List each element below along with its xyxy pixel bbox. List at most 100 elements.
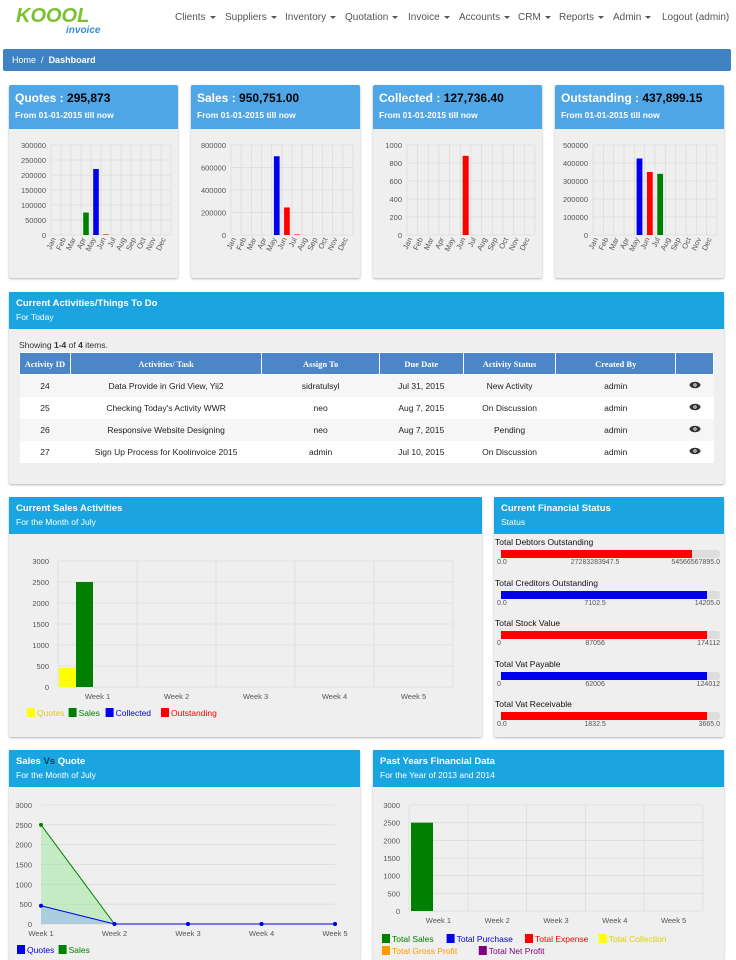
breadcrumb-separator: / bbox=[41, 55, 44, 65]
cell-due: Jul 10, 2015 bbox=[379, 440, 464, 463]
column-header[interactable]: Activity ID bbox=[19, 352, 71, 375]
legend-label: Quotes bbox=[37, 708, 64, 718]
legend-swatch bbox=[478, 946, 487, 955]
bar-jun bbox=[462, 155, 469, 235]
view-eye-icon[interactable] bbox=[689, 447, 701, 455]
legend-swatch bbox=[105, 708, 114, 717]
y-tick-label: 1500 bbox=[383, 854, 400, 863]
x-tick-label: Dec bbox=[336, 236, 350, 252]
bar-jun bbox=[646, 172, 653, 235]
x-tick-label: Week 1 bbox=[426, 916, 451, 925]
activities-panel-header: Current Activities/Things To Do For Toda… bbox=[9, 292, 724, 329]
y-tick-label: 200000 bbox=[563, 195, 588, 204]
stat-card-header: Quotes : 295,873 From 01-01-2015 till now bbox=[9, 85, 178, 129]
view-eye-icon[interactable] bbox=[689, 425, 701, 433]
stat-period: From 01-01-2015 till now bbox=[379, 110, 478, 120]
bar-may bbox=[93, 169, 99, 235]
tick-label: 0 bbox=[497, 640, 501, 647]
y-tick-label: 800000 bbox=[201, 141, 226, 150]
cell-id: 27 bbox=[19, 440, 71, 463]
tick-label: 54566567895.0 bbox=[671, 559, 720, 566]
x-tick-label: Week 3 bbox=[175, 929, 200, 938]
financial-status-bar-track bbox=[501, 671, 720, 680]
sales-activities-panel: Current Sales Activities For the Month o… bbox=[9, 497, 482, 737]
nav-item-logout-admin[interactable]: Logout (admin) bbox=[662, 12, 729, 23]
legend-label: Outstanding bbox=[171, 708, 217, 718]
activities-table: Activity ID Activities/ Task Assign To Due … bbox=[19, 352, 714, 463]
column-header[interactable]: Activity Status bbox=[462, 352, 557, 375]
activities-title: Current Activities/Things To Do bbox=[16, 298, 158, 309]
financial-status-bar-track bbox=[501, 712, 720, 720]
nav-item-clients[interactable]: Clients bbox=[175, 12, 216, 23]
legend-label: Collected bbox=[116, 708, 152, 718]
area-quotes bbox=[41, 905, 335, 924]
financial-status-item: Total Creditors Outstanding 0.0 7102.5 1420… bbox=[495, 578, 724, 619]
cell-id: 26 bbox=[19, 418, 71, 441]
legend-label: Sales bbox=[79, 708, 100, 718]
view-eye-icon[interactable] bbox=[689, 403, 701, 411]
y-tick-label: 400000 bbox=[201, 186, 226, 195]
column-header[interactable]: Assign To bbox=[261, 352, 380, 375]
cell-assign: neo bbox=[261, 396, 380, 419]
sales-activities-title: Current Sales Activities bbox=[16, 503, 123, 514]
column-header[interactable]: Created By bbox=[555, 352, 677, 375]
nav-item-label: Accounts bbox=[459, 12, 501, 23]
y-tick-label: 300000 bbox=[563, 177, 588, 186]
x-tick-label: Week 2 bbox=[485, 916, 510, 925]
legend-label: Total Gross Profit bbox=[392, 946, 458, 956]
nav-item-crm[interactable]: CRM bbox=[518, 12, 551, 23]
nav-item-admin[interactable]: Admin bbox=[613, 12, 652, 23]
financial-status-bar-fill bbox=[501, 671, 707, 680]
tick-label: 0.0 bbox=[497, 559, 507, 566]
nav-item-label: Logout (admin) bbox=[662, 12, 730, 23]
stat-card-header: Collected : 127,736.40 From 01-01-2015 ti… bbox=[373, 85, 542, 129]
bar-jul bbox=[294, 234, 300, 235]
x-tick-label: Week 4 bbox=[322, 692, 347, 701]
y-tick-label: 0 bbox=[222, 231, 226, 240]
stat-card-quotes: Quotes : 295,873 From 01-01-2015 till now… bbox=[9, 85, 178, 278]
cell-assign: sidratulsyl bbox=[261, 374, 380, 397]
y-tick-label: 0 bbox=[45, 683, 49, 692]
stat-card-sales: Sales : 950,751.00 From 01-01-2015 till n… bbox=[191, 85, 360, 278]
nav-item-accounts[interactable]: Accounts bbox=[459, 12, 511, 23]
stat-title: Sales : 950,751.00 bbox=[197, 91, 300, 105]
financial-status-bar-track bbox=[501, 631, 720, 639]
nav-item-label: Quotation bbox=[345, 12, 389, 23]
nav-item-quotation[interactable]: Quotation bbox=[345, 12, 399, 23]
stat-period: From 01-01-2015 till now bbox=[15, 110, 114, 120]
column-header[interactable]: Due Date bbox=[378, 352, 464, 375]
summary-total: 4 bbox=[78, 340, 83, 350]
summary-suffix: items. bbox=[82, 340, 108, 350]
y-tick-label: 3000 bbox=[383, 801, 400, 810]
breadcrumb-home[interactable]: Home bbox=[12, 55, 37, 65]
stat-label: Sales bbox=[197, 91, 229, 105]
financial-status-label: Total Vat Payable bbox=[495, 658, 561, 669]
legend-swatch bbox=[58, 945, 67, 954]
cell-due: Jul 31, 2015 bbox=[379, 374, 464, 397]
nav-item-suppliers[interactable]: Suppliers bbox=[225, 12, 277, 23]
cell-task: Checking Today's Activity WWR bbox=[70, 396, 262, 419]
y-tick-label: 200000 bbox=[201, 209, 226, 218]
financial-status-ticks: 0.0 7102.5 14205.0 bbox=[497, 600, 720, 610]
financial-status-bar-track bbox=[501, 590, 720, 599]
x-tick-label: Dec bbox=[518, 236, 532, 252]
nav-item-inventory[interactable]: Inventory bbox=[285, 12, 337, 23]
brand-logo[interactable]: KOOOL invoice bbox=[14, 2, 118, 36]
y-tick-label: 0 bbox=[398, 231, 402, 240]
tick-label: 0.0 bbox=[497, 599, 507, 607]
view-eye-icon[interactable] bbox=[689, 381, 701, 389]
nav-item-reports[interactable]: Reports bbox=[559, 12, 605, 23]
stat-card-header: Sales : 950,751.00 From 01-01-2015 till n… bbox=[191, 85, 360, 129]
logo-main-text: KOOOL bbox=[16, 5, 89, 27]
y-tick-label: 0 bbox=[396, 907, 400, 916]
cell-status: Pending bbox=[463, 418, 556, 441]
nav-item-invoice[interactable]: Invoice bbox=[408, 12, 450, 23]
activities-summary: Showing 1-4 of 4 items. bbox=[19, 340, 714, 350]
table-row: 24 Data Provide in Grid View, Yii2 sidratu… bbox=[19, 374, 714, 397]
stat-title: Outstanding : 437,899.15 bbox=[561, 91, 703, 105]
financial-status-list: Total Debtors Outstanding 0.0 27283283947.… bbox=[494, 534, 724, 740]
table-body: 24 Data Provide in Grid View, Yii2 sidratu… bbox=[19, 374, 714, 463]
column-header[interactable]: Activities/ Task bbox=[69, 352, 263, 375]
x-tick-label: Jul bbox=[466, 236, 478, 249]
legend-label: Quotes bbox=[27, 945, 54, 955]
